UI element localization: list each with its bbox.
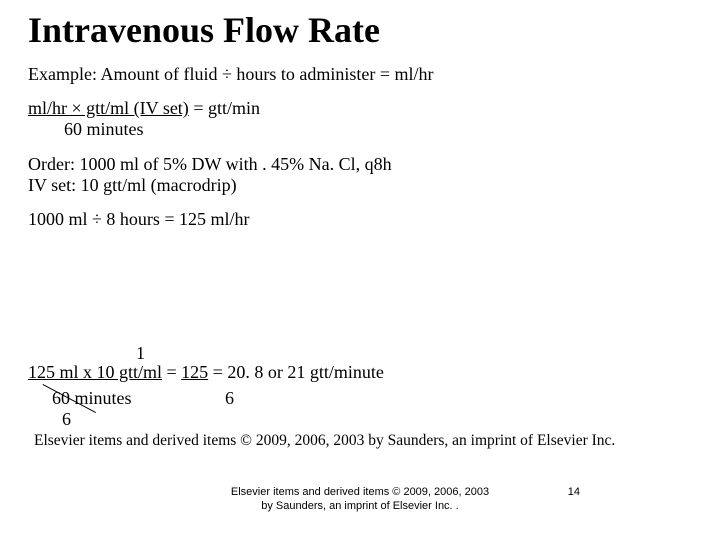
formula-denominator: 60 minutes — [28, 119, 692, 140]
footer-center-text: Elsevier items and derived items © 2009,… — [230, 486, 490, 514]
ivset-line: IV set: 10 gtt/ml (macrodrip) — [28, 175, 692, 196]
calc-denom-6a: 6 — [62, 409, 71, 430]
slide-title: Intravenous Flow Rate — [28, 12, 692, 50]
calc-rhs-rest: = 20. 8 or 21 gtt/minute — [208, 362, 384, 382]
calc-equation: 125 ml x 10 gtt/ml = 125 = 20. 8 or 21 g… — [28, 362, 384, 383]
calc-top-1: 1 — [136, 343, 145, 364]
calc-mid: = — [162, 362, 181, 382]
calc-125: 125 — [181, 362, 208, 382]
formula-numerator: ml/hr × gtt/ml (IV set) = gtt/min — [28, 98, 692, 119]
footer: Elsevier items and derived items © 2009,… — [0, 486, 720, 514]
example-line: Example: Amount of fluid ÷ hours to admi… — [28, 64, 692, 85]
formula-numerator-text: ml/hr × gtt/ml (IV set) — [28, 98, 189, 118]
step1-line: 1000 ml ÷ 8 hours = 125 ml/hr — [28, 209, 692, 230]
copyright-line: Elsevier items and derived items © 2009,… — [34, 432, 615, 450]
calc-lhs: 125 ml x 10 gtt/ml — [28, 362, 162, 382]
calc-denom-60: 60 minutes — [52, 388, 132, 409]
page-number: 14 — [568, 486, 580, 498]
order-line: Order: 1000 ml of 5% DW with . 45% Na. C… — [28, 154, 692, 175]
formula-equals: = gtt/min — [189, 98, 260, 118]
calc-denom-6b: 6 — [225, 388, 234, 409]
slide: Intravenous Flow Rate Example: Amount of… — [0, 0, 720, 540]
